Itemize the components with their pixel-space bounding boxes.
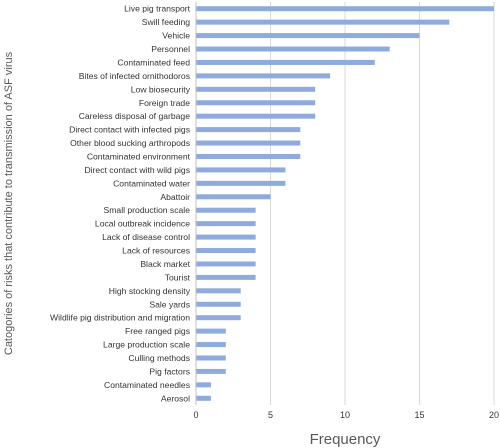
y-axis-title: Catogories of risks that contribute to t… (3, 51, 15, 355)
category-label: Contaminated needles (104, 380, 190, 390)
bar (196, 73, 331, 79)
x-tick-label: 10 (340, 410, 350, 420)
bar (196, 19, 450, 25)
category-label: Direct contact with infected pigs (69, 125, 190, 135)
bar (196, 113, 316, 119)
category-label: Direct contact with wild pigs (84, 165, 190, 175)
bar (196, 6, 494, 12)
x-tick-label: 15 (414, 410, 424, 420)
bar (196, 59, 375, 65)
category-label: Wildlife pig distribution and migration (50, 313, 190, 323)
category-label: Small production scale (104, 205, 191, 215)
x-axis-title: Frequency (310, 431, 381, 448)
category-label: Large production scale (103, 340, 190, 350)
bar (196, 248, 256, 254)
bar (196, 167, 286, 173)
bar (196, 315, 241, 321)
category-label: Free ranged pigs (125, 326, 190, 336)
bar (196, 382, 211, 388)
bar (196, 288, 241, 294)
bar (196, 180, 286, 186)
category-label: Black market (140, 259, 190, 269)
bar (196, 342, 226, 348)
category-label: Foreign trade (139, 98, 190, 108)
bar (196, 274, 256, 280)
category-label: Contaminated environment (87, 151, 191, 161)
category-label: Pig factors (149, 366, 190, 376)
bar (196, 234, 256, 240)
category-label: Tourist (165, 272, 191, 282)
bar (196, 127, 301, 133)
bar (196, 140, 301, 146)
category-label: Swill feeding (142, 17, 190, 27)
bar (196, 33, 420, 39)
bar (196, 194, 271, 200)
bar (196, 355, 226, 361)
category-label: High stocking density (109, 286, 191, 296)
bar (196, 395, 211, 401)
gridlines (270, 2, 495, 405)
category-label: Vehicle (162, 31, 190, 41)
category-label: Contaminated feed (117, 57, 190, 67)
category-label: Other blood sucking arthropods (70, 138, 190, 148)
bar (196, 261, 256, 267)
bar (196, 221, 256, 227)
category-label: Careless disposal of garbage (79, 111, 191, 121)
bar (196, 100, 316, 106)
category-label: Lack of disease control (102, 232, 190, 242)
bar (196, 207, 256, 213)
bar (196, 328, 226, 334)
x-tick-labels: 0 5 10 15 20 (193, 410, 499, 420)
bar (196, 46, 390, 52)
category-label: Live pig transport (124, 4, 191, 14)
category-label: Sale yards (149, 299, 190, 309)
category-label: Bites of infected ornithodoros (79, 71, 190, 81)
bar (196, 368, 226, 374)
category-labels: Live pig transport Swill feeding Vehicle Pe… (50, 4, 191, 404)
bars (196, 6, 494, 401)
bar (196, 301, 241, 307)
category-label: Low biosecurity (131, 84, 191, 94)
x-tick-label: 20 (489, 410, 499, 420)
category-label: Contaminated water (113, 178, 190, 188)
category-label: Culling methods (128, 353, 190, 363)
category-label: Aerosol (161, 393, 190, 403)
category-label: Lack of resources (122, 246, 190, 256)
x-tick-label: 0 (193, 410, 198, 420)
bar (196, 86, 316, 92)
category-label: Local outbreak incidence (95, 219, 190, 229)
x-tick-label: 5 (268, 410, 273, 420)
category-label: Personnel (151, 44, 190, 54)
category-label: Abattoir (160, 192, 190, 202)
bar (196, 153, 301, 159)
